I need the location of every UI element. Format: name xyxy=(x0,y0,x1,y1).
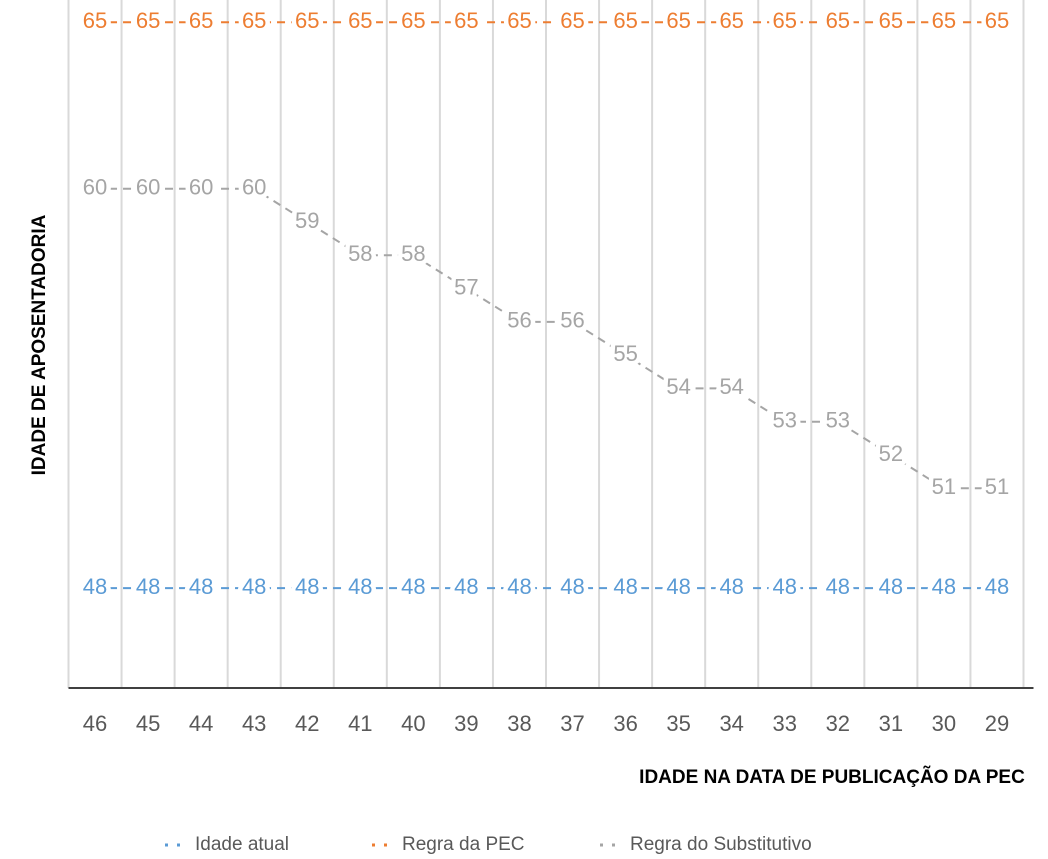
data-label: 48 xyxy=(560,574,584,599)
data-label: 65 xyxy=(879,8,903,33)
x-tick-label: 35 xyxy=(666,711,690,736)
data-label: 65 xyxy=(242,8,266,33)
data-label: 54 xyxy=(666,374,690,399)
data-label: 55 xyxy=(613,341,637,366)
data-label: 48 xyxy=(613,574,637,599)
x-tick-label: 34 xyxy=(719,711,743,736)
data-label: 57 xyxy=(454,274,478,299)
data-label: 48 xyxy=(507,574,531,599)
x-tick-label: 37 xyxy=(560,711,584,736)
data-label: 48 xyxy=(985,574,1009,599)
x-tick-label: 38 xyxy=(507,711,531,736)
legend-item: Regra da PEC xyxy=(372,834,525,855)
data-label: 65 xyxy=(507,8,531,33)
x-tick-label: 45 xyxy=(136,711,160,736)
data-label: 48 xyxy=(666,574,690,599)
data-label: 48 xyxy=(242,574,266,599)
data-label: 65 xyxy=(83,8,107,33)
x-tick-label: 46 xyxy=(83,711,107,736)
data-label: 65 xyxy=(401,8,425,33)
data-label: 65 xyxy=(932,8,956,33)
data-label: 48 xyxy=(879,574,903,599)
data-label: 52 xyxy=(879,441,903,466)
data-label: 65 xyxy=(348,8,372,33)
data-label: 59 xyxy=(295,208,319,233)
x-tick-label: 41 xyxy=(348,711,372,736)
legend-label: Idade atual xyxy=(195,834,289,855)
data-label: 51 xyxy=(932,474,956,499)
x-tick-label: 44 xyxy=(189,711,213,736)
x-tick-label: 39 xyxy=(454,711,478,736)
data-label: 58 xyxy=(348,241,372,266)
data-label: 65 xyxy=(773,8,797,33)
x-tick-label: 40 xyxy=(401,711,425,736)
x-tick-label: 43 xyxy=(242,711,266,736)
data-label: 60 xyxy=(242,175,266,200)
data-label: 65 xyxy=(136,8,160,33)
data-label: 56 xyxy=(507,308,531,333)
data-label: 65 xyxy=(560,8,584,33)
data-label: 58 xyxy=(401,241,425,266)
x-axis-title: IDADE NA DATA DE PUBLICAÇÃO DA PEC xyxy=(639,766,1025,788)
data-label: 53 xyxy=(773,408,797,433)
data-label: 48 xyxy=(348,574,372,599)
x-tick-label: 33 xyxy=(773,711,797,736)
legend-label: Regra do Substitutivo xyxy=(630,834,812,855)
data-label: 60 xyxy=(136,175,160,200)
data-label: 65 xyxy=(295,8,319,33)
x-tick-label: 42 xyxy=(295,711,319,736)
x-tick-label: 31 xyxy=(879,711,903,736)
data-label: 48 xyxy=(773,574,797,599)
data-label: 48 xyxy=(932,574,956,599)
y-axis-title: IDADE DE APOSENTADORIA xyxy=(29,214,50,475)
data-label: 65 xyxy=(189,8,213,33)
x-tick-label: 32 xyxy=(826,711,850,736)
data-label: 65 xyxy=(613,8,637,33)
data-label: 48 xyxy=(189,574,213,599)
data-label: 48 xyxy=(401,574,425,599)
x-tick-label: 30 xyxy=(932,711,956,736)
legend-item: Idade atual xyxy=(165,834,289,855)
data-label: 54 xyxy=(719,374,743,399)
data-label: 51 xyxy=(985,474,1009,499)
data-label: 65 xyxy=(826,8,850,33)
data-label: 48 xyxy=(295,574,319,599)
data-label: 48 xyxy=(83,574,107,599)
data-label: 65 xyxy=(985,8,1009,33)
x-tick-label: 29 xyxy=(985,711,1009,736)
data-label: 65 xyxy=(719,8,743,33)
data-label: 48 xyxy=(826,574,850,599)
legend-item: Regra do Substitutivo xyxy=(600,834,812,855)
x-tick-label: 36 xyxy=(613,711,637,736)
data-label: 48 xyxy=(454,574,478,599)
data-label: 65 xyxy=(454,8,478,33)
data-label: 48 xyxy=(136,574,160,599)
data-label: 53 xyxy=(826,408,850,433)
data-label: 56 xyxy=(560,308,584,333)
data-label: 65 xyxy=(666,8,690,33)
data-label: 60 xyxy=(189,175,213,200)
data-label: 48 xyxy=(719,574,743,599)
legend-label: Regra da PEC xyxy=(402,834,525,855)
data-label: 60 xyxy=(83,175,107,200)
